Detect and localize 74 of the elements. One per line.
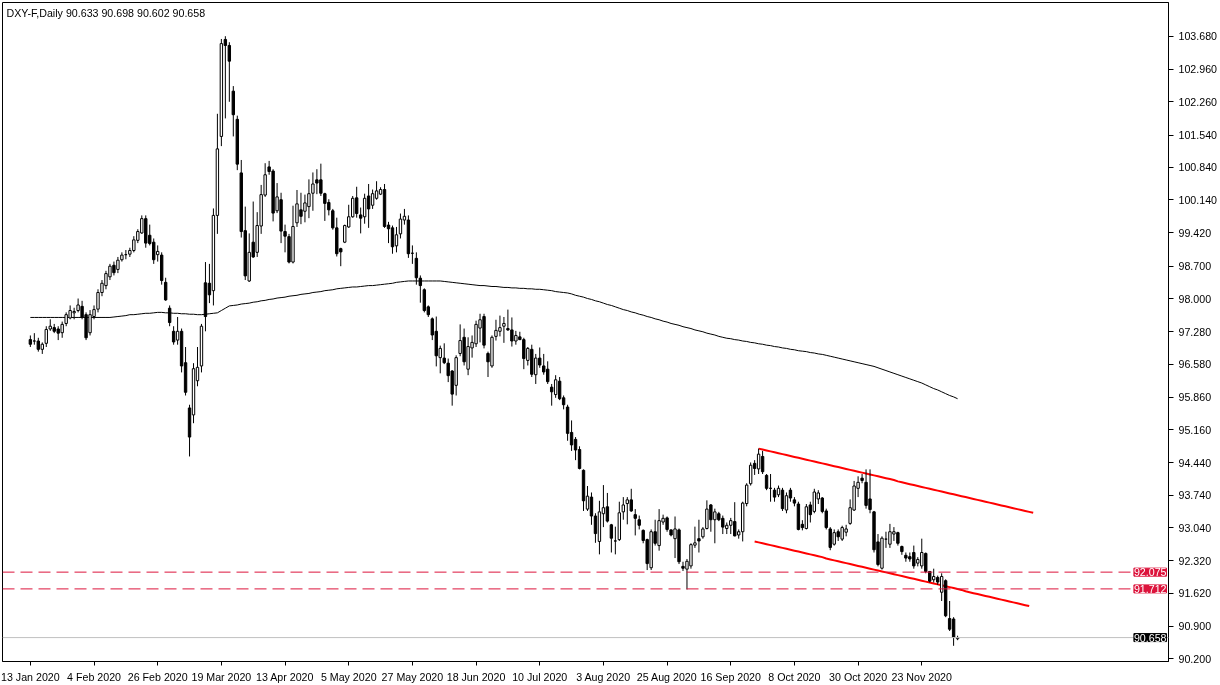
candlestick	[721, 515, 725, 535]
y-tick-label: 101.540	[1178, 129, 1218, 142]
x-tick-label: 30 Oct 2020	[829, 670, 888, 683]
candlestick	[546, 360, 550, 385]
candlestick	[549, 383, 554, 407]
ref-line-label: 90.658	[1133, 631, 1167, 644]
x-tick-label: 8 Oct 2020	[768, 670, 821, 683]
candlestick	[888, 523, 892, 549]
candlestick	[673, 515, 677, 559]
candlestick	[697, 519, 701, 554]
x-tick-label: 4 Feb 2020	[67, 670, 122, 683]
candlestick	[553, 374, 558, 399]
y-tick-label: 98.000	[1178, 292, 1212, 305]
candlestick	[828, 526, 832, 551]
y-tick-label: 98.700	[1178, 260, 1212, 273]
x-tick-label: 23 Nov 2020	[891, 670, 953, 683]
ref-line-label: 92.075	[1133, 566, 1167, 579]
candlestick	[920, 538, 924, 570]
y-tick-label: 93.040	[1178, 521, 1212, 534]
candlestick	[514, 330, 518, 346]
x-tick-label: 16 Sep 2020	[700, 670, 762, 683]
x-tick-label: 27 May 2020	[381, 670, 444, 683]
candlestick	[609, 523, 614, 554]
candlestick	[713, 508, 717, 544]
line-series	[753, 540, 1031, 608]
y-tick-label: 94.440	[1178, 456, 1212, 469]
ref-line-label: 91.712	[1133, 582, 1167, 595]
x-tick-label: 3 Aug 2020	[576, 670, 631, 683]
candlestick	[510, 316, 514, 348]
candlestick	[904, 552, 908, 563]
candlestick	[478, 313, 482, 343]
y-tick-label: 95.860	[1178, 391, 1212, 404]
x-tick-label: 13 Jan 2020	[1, 670, 60, 683]
y-tick-label: 95.160	[1178, 423, 1212, 436]
candlestick	[733, 501, 737, 537]
candlestick	[605, 492, 610, 523]
y-tick-label: 90.200	[1178, 652, 1212, 665]
y-tick-label: 99.420	[1178, 226, 1212, 239]
y-tick-label: 90.900	[1178, 620, 1212, 633]
candlestick	[681, 561, 685, 572]
x-tick-label: 18 Jun 2020	[446, 670, 506, 683]
y-tick-label: 91.620	[1178, 587, 1212, 600]
candlestick	[299, 192, 303, 225]
chart-title: DXY-F,Daily 90.633 90.698 90.602 90.658	[6, 6, 206, 19]
candlestick	[152, 237, 156, 265]
x-tick-label: 19 Mar 2020	[191, 670, 252, 683]
y-tick-label: 103.680	[1178, 30, 1218, 43]
line-series	[757, 447, 1035, 514]
candlestick	[633, 508, 637, 536]
candlestick	[912, 545, 916, 570]
x-tick-label: 25 Aug 2020	[636, 670, 697, 683]
x-tick-label: 10 Jul 2020	[512, 670, 568, 683]
y-tick-label: 93.740	[1178, 489, 1212, 502]
y-tick-label: 102.960	[1178, 63, 1218, 76]
candlestick	[390, 225, 395, 255]
y-tick-label: 96.580	[1178, 358, 1212, 371]
x-tick-label: 5 May 2020	[320, 670, 377, 683]
candlestick	[804, 503, 809, 530]
candlestick	[88, 309, 92, 336]
candlestick	[370, 189, 375, 210]
y-tick-label: 92.320	[1178, 554, 1212, 567]
y-tick-label: 100.840	[1178, 161, 1218, 174]
candlestick	[522, 337, 526, 370]
candlestick	[625, 496, 629, 525]
x-tick-label: 26 Feb 2020	[127, 670, 188, 683]
y-tick-label: 97.280	[1178, 325, 1212, 338]
candlestick	[171, 325, 176, 346]
candlestick	[366, 183, 371, 229]
candlestick	[784, 491, 789, 514]
y-tick-label: 102.260	[1178, 95, 1218, 108]
candlestick	[892, 526, 896, 542]
y-tick-label: 100.140	[1178, 193, 1218, 206]
candlestick	[864, 468, 868, 510]
x-tick-label: 13 Apr 2020	[256, 670, 314, 683]
